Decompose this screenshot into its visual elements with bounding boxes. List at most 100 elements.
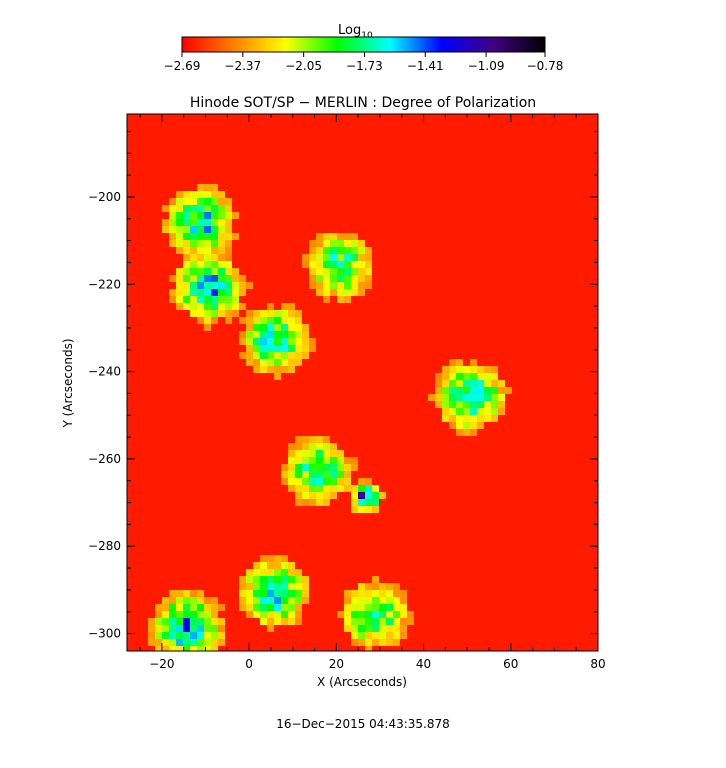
map-cell <box>344 296 351 303</box>
map-cell <box>323 289 330 296</box>
map-cell <box>197 597 204 604</box>
map-cell <box>162 625 169 632</box>
map-cell <box>281 555 288 562</box>
map-cell <box>225 226 232 233</box>
map-cell <box>239 331 246 338</box>
map-cell <box>274 597 281 604</box>
map-cell <box>281 345 288 352</box>
map-cell <box>330 485 337 492</box>
map-cell <box>365 604 372 611</box>
map-cell <box>295 618 302 625</box>
map-cell <box>365 268 372 275</box>
map-cell <box>351 625 358 632</box>
map-cell <box>183 275 190 282</box>
map-cell <box>211 646 218 651</box>
map-cell <box>491 366 498 373</box>
map-cell <box>274 366 281 373</box>
map-cell <box>288 338 295 345</box>
map-cell <box>330 261 337 268</box>
map-cell <box>358 247 365 254</box>
map-cell <box>337 296 344 303</box>
map-cell <box>267 569 274 576</box>
map-cell <box>365 625 372 632</box>
map-cell <box>463 387 470 394</box>
map-cell <box>295 310 302 317</box>
map-cell <box>358 282 365 289</box>
map-cell <box>225 205 232 212</box>
map-cell <box>393 625 400 632</box>
map-cell <box>281 618 288 625</box>
map-cell <box>239 352 246 359</box>
map-cell <box>176 191 183 198</box>
map-cell <box>190 303 197 310</box>
map-cell <box>239 597 246 604</box>
map-cell <box>267 562 274 569</box>
map-cell <box>365 506 372 513</box>
map-cell <box>323 457 330 464</box>
map-cell <box>302 324 309 331</box>
map-cell <box>365 590 372 597</box>
map-cell <box>281 590 288 597</box>
map-cell <box>463 373 470 380</box>
map-cell <box>295 359 302 366</box>
map-cell <box>344 275 351 282</box>
map-cell <box>288 359 295 366</box>
map-cell <box>302 471 309 478</box>
map-cell <box>183 219 190 226</box>
map-cell <box>225 289 232 296</box>
map-cell <box>190 205 197 212</box>
map-cell <box>477 408 484 415</box>
map-cell <box>267 555 274 562</box>
map-cell <box>351 247 358 254</box>
map-cell <box>351 282 358 289</box>
map-cell <box>246 324 253 331</box>
map-cell <box>260 618 267 625</box>
map-cell <box>323 240 330 247</box>
map-cell <box>204 275 211 282</box>
map-cell <box>449 359 456 366</box>
map-cell <box>386 611 393 618</box>
map-cell <box>239 338 246 345</box>
map-cell <box>323 247 330 254</box>
map-cell <box>253 366 260 373</box>
map-cell <box>351 590 358 597</box>
map-cell <box>330 282 337 289</box>
map-cell <box>323 261 330 268</box>
map-cell <box>302 443 309 450</box>
map-cell <box>358 618 365 625</box>
colorbar-tick-label: −2.37 <box>224 59 261 73</box>
map-cell <box>239 303 246 310</box>
map-cell <box>498 401 505 408</box>
map-cell <box>176 268 183 275</box>
map-cell <box>274 562 281 569</box>
map-cell <box>365 247 372 254</box>
map-cell <box>267 583 274 590</box>
map-cell <box>456 429 463 436</box>
map-cell <box>400 604 407 611</box>
map-cell <box>372 625 379 632</box>
map-cell <box>162 639 169 646</box>
map-cell <box>323 296 330 303</box>
map-cell <box>197 205 204 212</box>
map-cell <box>246 317 253 324</box>
map-cell <box>176 604 183 611</box>
map-cell <box>197 191 204 198</box>
map-cell <box>358 499 365 506</box>
map-cell <box>190 639 197 646</box>
map-cell <box>211 226 218 233</box>
x-tick-label: 80 <box>590 657 605 671</box>
map-cell <box>260 562 267 569</box>
map-cell <box>337 611 344 618</box>
map-cell <box>351 261 358 268</box>
map-cell <box>204 639 211 646</box>
map-cell <box>232 268 239 275</box>
map-cell <box>295 345 302 352</box>
map-cell <box>365 492 372 499</box>
map-cell <box>274 310 281 317</box>
map-cell <box>351 604 358 611</box>
map-cell <box>253 359 260 366</box>
map-cell <box>162 205 169 212</box>
map-cell <box>176 275 183 282</box>
map-cell <box>204 226 211 233</box>
colorbar-tick-label: −2.69 <box>164 59 201 73</box>
